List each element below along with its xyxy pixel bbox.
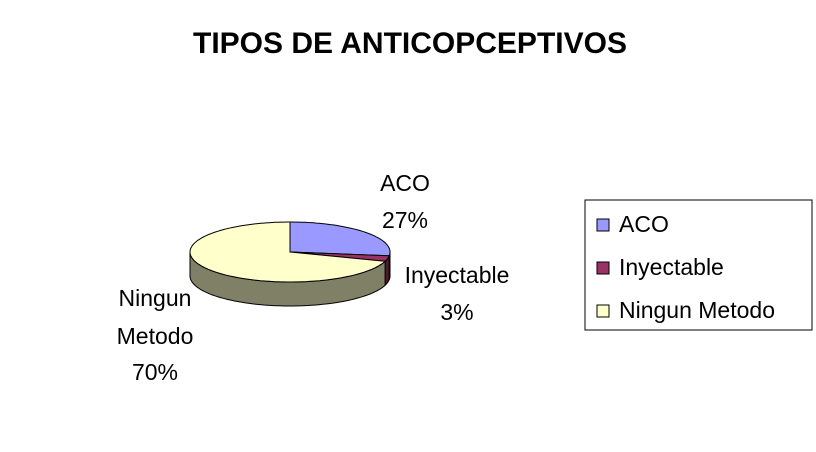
chart-title: TIPOS DE ANTICOPCEPTIVOS [193, 27, 627, 60]
data-label-value: 27% [382, 207, 428, 233]
legend-box [584, 199, 813, 331]
data-label-value: 3% [440, 299, 473, 325]
data-label-value: 70% [132, 359, 178, 385]
legend-label: Inyectable [619, 254, 724, 280]
pie-slice [189, 221, 387, 283]
legend-label: ACO [619, 211, 669, 237]
data-label-category: Ningun Metodo [117, 285, 194, 349]
legend-swatch [596, 218, 610, 232]
data-label-category: ACO [380, 170, 430, 196]
legend-swatch [596, 261, 610, 275]
pie-slice [289, 221, 391, 257]
data-label-category: Inyectable [405, 262, 510, 288]
legend-swatch [596, 304, 610, 318]
legend-label: Ningun Metodo [619, 297, 775, 323]
